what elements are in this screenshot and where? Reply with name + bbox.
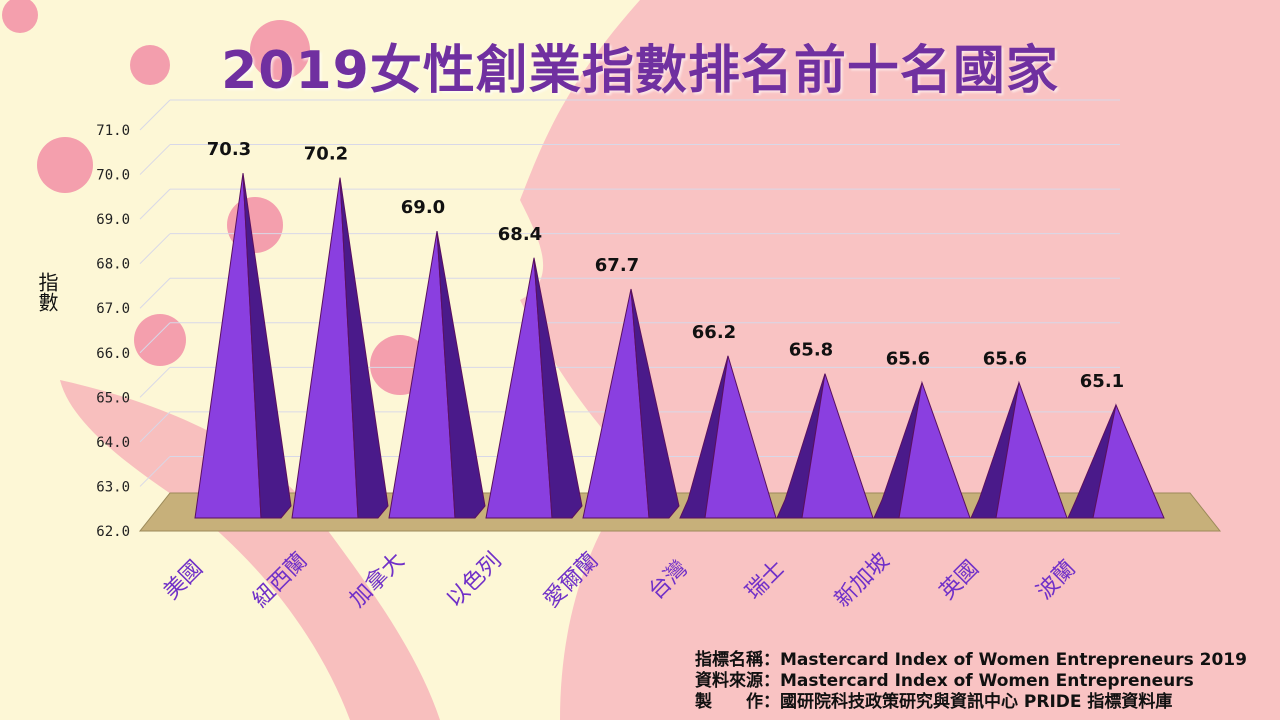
x-category-label: 台灣 bbox=[644, 556, 693, 605]
y-tick-label: 67.0 bbox=[96, 301, 130, 317]
y-tick-label: 65.0 bbox=[96, 390, 130, 406]
data-label: 69.0 bbox=[401, 197, 445, 218]
gridline-depth bbox=[139, 277, 171, 309]
gridline-depth bbox=[139, 322, 171, 354]
pyramid-front-face bbox=[1092, 403, 1165, 519]
y-tick-label: 63.0 bbox=[96, 479, 130, 495]
pyramid-front-face bbox=[388, 231, 456, 519]
data-label: 65.1 bbox=[1080, 371, 1124, 392]
x-category-label: 加拿大 bbox=[345, 548, 410, 613]
pyramid-front-face bbox=[995, 380, 1068, 519]
x-category-label: 美國 bbox=[159, 556, 208, 605]
footer-line-index: 指標名稱：Mastercard Index of Women Entrepren… bbox=[695, 650, 1247, 670]
x-category-label: 愛爾蘭 bbox=[539, 548, 603, 612]
pyramid-front-face bbox=[291, 177, 359, 519]
y-tick-label: 68.0 bbox=[96, 257, 130, 273]
footer-line-source: 資料來源：Mastercard Index of Women Entrepren… bbox=[695, 671, 1194, 691]
x-category-label: 英國 bbox=[935, 556, 984, 605]
x-category-label: 以色列 bbox=[442, 548, 506, 612]
pyramid-side-face bbox=[533, 257, 583, 519]
pyramid-front-face bbox=[194, 173, 262, 519]
gridline-depth bbox=[139, 233, 171, 265]
pyramid-side-face bbox=[242, 173, 292, 519]
data-label: 66.2 bbox=[692, 322, 736, 343]
y-tick-label: 62.0 bbox=[96, 524, 130, 540]
y-tick-label: 64.0 bbox=[96, 435, 130, 451]
data-label: 65.8 bbox=[789, 340, 833, 361]
pyramid-side-face bbox=[339, 177, 389, 519]
y-axis-label: 指數 bbox=[35, 272, 59, 312]
data-label: 70.2 bbox=[304, 144, 348, 165]
gridline-depth bbox=[139, 456, 171, 487]
pyramid-front-face bbox=[704, 355, 777, 519]
data-label: 70.3 bbox=[207, 139, 251, 160]
gridline-depth bbox=[139, 188, 171, 220]
pyramid-side-face bbox=[436, 231, 486, 519]
y-tick-label: 71.0 bbox=[96, 123, 130, 139]
data-label: 65.6 bbox=[886, 349, 930, 370]
chart-title: 2019女性創業指數排名前十名國家 bbox=[221, 41, 1059, 101]
pyramid-side-face bbox=[630, 288, 680, 519]
y-tick-label: 70.0 bbox=[96, 168, 130, 184]
pyramid-front-face bbox=[801, 373, 874, 519]
gridline-depth bbox=[139, 366, 171, 398]
footer-notes: 指標名稱：Mastercard Index of Women Entrepren… bbox=[695, 650, 1247, 713]
y-tick-label: 69.0 bbox=[96, 212, 130, 228]
gridline-depth bbox=[139, 99, 171, 131]
x-category-label: 紐西蘭 bbox=[248, 548, 312, 612]
x-category-label: 新加坡 bbox=[830, 548, 894, 612]
footer-line-producer: 製 作：國研院科技政策研究與資訊中心 PRIDE 指標資料庫 bbox=[695, 692, 1173, 712]
x-category-label: 波蘭 bbox=[1032, 556, 1081, 605]
data-label: 67.7 bbox=[595, 255, 639, 276]
data-label: 68.4 bbox=[498, 224, 542, 245]
pyramid-front-face bbox=[485, 257, 553, 519]
gridline-depth bbox=[139, 144, 171, 175]
x-category-label: 瑞士 bbox=[741, 556, 790, 605]
gridline-depth bbox=[139, 411, 171, 443]
y-tick-label: 66.0 bbox=[96, 346, 130, 362]
pyramid-front-face bbox=[898, 380, 971, 519]
data-label: 65.6 bbox=[983, 349, 1027, 370]
